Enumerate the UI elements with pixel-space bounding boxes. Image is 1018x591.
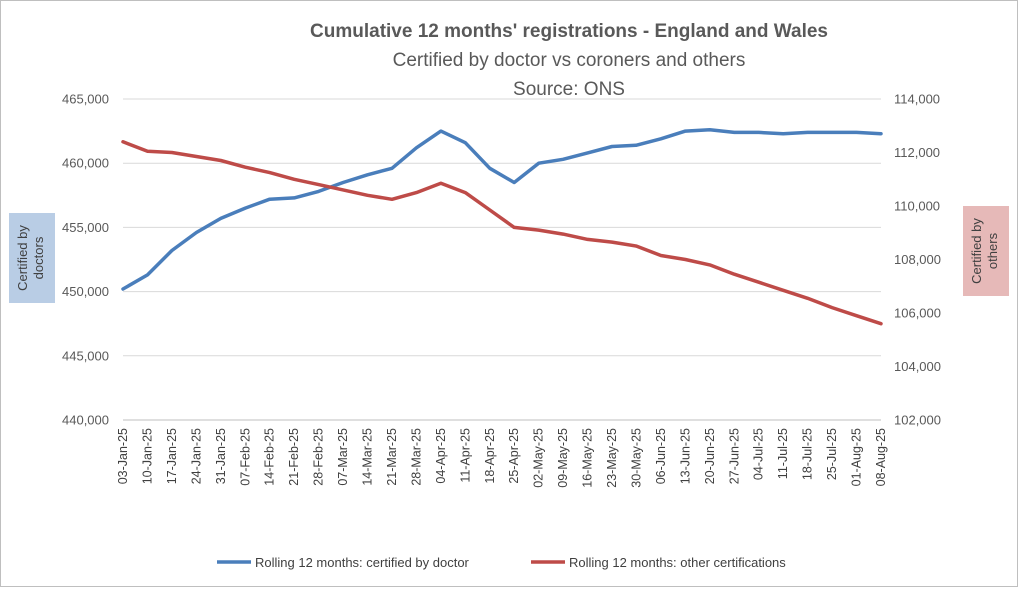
right-axis-tick-label: 102,000 — [894, 413, 941, 428]
legend-label-other: Rolling 12 months: other certifications — [569, 555, 786, 570]
series-lines — [121, 128, 883, 326]
chart-subtitle: Certified by doctor vs coroners and othe… — [393, 50, 746, 71]
x-axis-tick-label: 17-Jan-25 — [165, 428, 179, 484]
x-axis-tick-label: 03-Jan-25 — [116, 428, 130, 484]
x-axis-tick-label: 28-Feb-25 — [312, 428, 326, 486]
x-axis-tick-label: 13-Jun-25 — [678, 428, 692, 484]
right-axis-label-line1: Certified by — [969, 218, 984, 284]
x-axis-tick-label: 21-Feb-25 — [287, 428, 301, 486]
x-axis-tick-label: 20-Jun-25 — [703, 428, 717, 484]
left-axis-ticks: 440,000 445,000 450,000 455,000 460,000 465,0… — [62, 92, 109, 428]
left-axis-tick-label: 465,000 — [62, 92, 109, 107]
x-axis-tick-label: 01-Aug-25 — [850, 428, 864, 486]
x-axis-tick-label: 28-Mar-25 — [409, 428, 423, 486]
x-axis-tick-label: 04-Jul-25 — [752, 428, 766, 480]
x-axis-tick-label: 24-Jan-25 — [189, 428, 203, 484]
left-axis-tick-label: 445,000 — [62, 348, 109, 363]
x-axis-tick-label: 02-May-25 — [532, 428, 546, 488]
right-axis-label-box — [963, 206, 1009, 296]
x-axis-tick-label: 11-Apr-25 — [458, 428, 472, 483]
right-axis-label-line2: others — [985, 232, 1000, 269]
right-axis-label: Certified by others — [963, 206, 1009, 296]
series-line-doctor — [121, 128, 883, 291]
x-axis-tick-label: 27-Jun-25 — [727, 428, 741, 484]
x-axis-tick-label: 08-Aug-25 — [874, 428, 888, 486]
gridlines — [123, 98, 881, 421]
legend: Rolling 12 months: certified by doctor R… — [217, 555, 786, 570]
x-axis-tick-label: 25-Jul-25 — [825, 428, 839, 480]
x-axis-tick-label: 04-Apr-25 — [434, 428, 448, 484]
chart-title: Cumulative 12 months' registrations - En… — [310, 21, 828, 42]
x-axis-tick-label: 14-Feb-25 — [263, 428, 277, 486]
right-axis-tick-label: 110,000 — [894, 199, 940, 214]
left-axis-label-line1: Certified by — [15, 225, 30, 291]
left-axis-label: Certified by doctors — [9, 213, 55, 303]
legend-label-doctor: Rolling 12 months: certified by doctor — [255, 555, 470, 570]
series-line-other — [121, 140, 883, 326]
x-axis-tick-label: 06-Jun-25 — [654, 428, 668, 484]
left-axis-tick-label: 460,000 — [62, 156, 109, 171]
right-axis-tick-label: 108,000 — [894, 252, 941, 267]
x-axis-tick-label: 07-Feb-25 — [238, 428, 252, 486]
x-axis-tick-label: 30-May-25 — [629, 428, 643, 488]
x-axis-tick-label: 18-Jul-25 — [801, 428, 815, 480]
x-axis-tick-label: 31-Jan-25 — [214, 428, 228, 484]
chart-source: Source: ONS — [513, 79, 625, 100]
x-axis-tick-label: 14-Mar-25 — [361, 428, 375, 486]
x-axis-tick-label: 23-May-25 — [605, 428, 619, 488]
left-axis-tick-label: 440,000 — [62, 413, 109, 428]
left-axis-tick-label: 450,000 — [62, 284, 109, 299]
right-axis-ticks: 102,000 104,000 106,000 108,000 110,000 112,0… — [894, 92, 941, 428]
left-axis-label-box — [9, 213, 55, 303]
x-axis-tick-label: 18-Apr-25 — [483, 428, 497, 484]
x-axis-tick-label: 11-Jul-25 — [776, 428, 790, 479]
x-axis-tick-label: 07-Mar-25 — [336, 428, 350, 486]
x-axis-tick-label: 09-May-25 — [556, 428, 570, 488]
x-axis-ticks: 03-Jan-25 10-Jan-25 17-Jan-25 24-Jan-25 31-J… — [116, 419, 888, 488]
x-axis-tick-label: 21-Mar-25 — [385, 428, 399, 486]
left-axis-label-line2: doctors — [31, 236, 46, 279]
x-axis-tick-label: 25-Apr-25 — [507, 428, 521, 484]
x-axis-tick-label: 16-May-25 — [581, 428, 595, 488]
right-axis-tick-label: 114,000 — [894, 92, 940, 107]
right-axis-tick-label: 106,000 — [894, 306, 941, 321]
right-axis-tick-label: 112,000 — [894, 145, 940, 160]
left-axis-tick-label: 455,000 — [62, 220, 109, 235]
x-axis-tick-label: 10-Jan-25 — [140, 428, 154, 484]
right-axis-tick-label: 104,000 — [894, 359, 941, 374]
